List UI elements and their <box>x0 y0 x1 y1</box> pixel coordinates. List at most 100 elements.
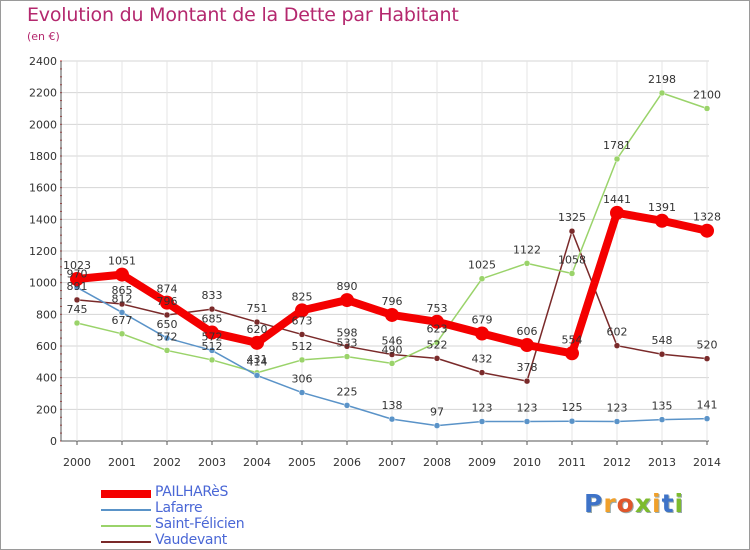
data-point <box>703 355 711 362</box>
data-point <box>118 300 126 308</box>
data-label: 548 <box>652 334 673 347</box>
data-label: 572 <box>157 330 178 343</box>
y-tick-label: 0 <box>50 435 57 448</box>
data-point <box>658 416 666 423</box>
y-tick-label: 2200 <box>29 87 57 100</box>
data-label: 598 <box>337 326 358 339</box>
data-point <box>295 303 309 318</box>
data-point <box>433 422 441 429</box>
data-point <box>658 350 666 358</box>
data-label: 1058 <box>558 253 586 266</box>
data-label: 123 <box>517 402 538 415</box>
data-point <box>520 338 534 353</box>
data-point <box>160 295 174 310</box>
x-tick-label: 2008 <box>423 456 451 469</box>
x-tick-label: 2004 <box>243 456 271 469</box>
data-label: 1051 <box>108 255 136 268</box>
data-point <box>613 342 621 349</box>
data-point <box>163 311 171 319</box>
data-label: 812 <box>112 292 133 305</box>
data-point <box>205 325 219 340</box>
data-label: 623 <box>427 322 448 335</box>
y-tick-label: 1800 <box>29 150 57 163</box>
x-tick-label: 2011 <box>558 456 586 469</box>
logo-letter: P <box>584 489 604 518</box>
x-tick-label: 2000 <box>63 456 91 469</box>
data-label: 891 <box>67 280 88 293</box>
logo-letter: r <box>603 489 617 518</box>
chart-title: Evolution du Montant de la Dette par Hab… <box>27 4 459 26</box>
data-label: 572 <box>202 330 223 343</box>
data-point <box>250 335 264 350</box>
data-point <box>298 389 306 396</box>
data-point <box>343 353 351 360</box>
data-label: 554 <box>562 333 583 346</box>
data-label: 546 <box>382 335 403 348</box>
data-label: 2198 <box>648 73 676 86</box>
data-point <box>478 369 486 376</box>
data-label: 890 <box>337 280 358 293</box>
legend-label: Lafarre <box>155 500 203 516</box>
x-tick-label: 2012 <box>603 456 631 469</box>
data-point <box>703 415 711 422</box>
legend-label: PAILHARèS <box>155 484 229 500</box>
data-point <box>610 205 624 220</box>
data-point <box>568 270 576 277</box>
data-label: 874 <box>157 283 178 296</box>
data-point <box>343 343 351 350</box>
data-point <box>478 418 486 425</box>
data-point <box>565 346 579 361</box>
data-label: 533 <box>337 337 358 350</box>
x-tick-label: 2009 <box>468 456 496 469</box>
data-label: 753 <box>427 302 448 315</box>
data-label: 679 <box>472 313 493 326</box>
data-label: 123 <box>607 402 628 415</box>
data-label: 685 <box>202 313 223 326</box>
data-point <box>388 415 396 423</box>
logo-letter: x <box>634 489 652 518</box>
data-label: 125 <box>562 401 583 414</box>
data-label: 123 <box>472 402 493 415</box>
data-label: 606 <box>517 325 538 338</box>
y-tick-label: 2000 <box>29 118 57 131</box>
data-label: 97 <box>430 406 444 419</box>
data-label: 1025 <box>468 259 496 272</box>
data-point <box>655 213 669 228</box>
data-point <box>478 275 486 282</box>
data-point <box>163 334 171 342</box>
x-tick-label: 2007 <box>378 456 406 469</box>
data-label: 677 <box>112 314 133 327</box>
data-label: 1122 <box>513 243 541 256</box>
data-point <box>118 309 126 316</box>
x-tick-label: 2014 <box>693 456 721 469</box>
data-label: 673 <box>292 314 313 327</box>
data-point <box>433 355 441 362</box>
data-point <box>118 330 126 338</box>
data-point <box>430 314 444 329</box>
data-label: 138 <box>382 399 403 412</box>
data-point <box>568 227 576 235</box>
data-label: 490 <box>382 343 403 356</box>
data-label: 2100 <box>693 89 721 102</box>
data-point <box>523 260 531 267</box>
legend-swatch <box>101 525 151 527</box>
data-point <box>700 223 714 238</box>
legend-swatch <box>101 490 151 498</box>
data-label: 650 <box>157 318 178 331</box>
data-point <box>70 272 84 287</box>
data-label: 306 <box>292 373 313 386</box>
data-label: 512 <box>292 340 313 353</box>
data-point <box>253 372 261 379</box>
data-point <box>208 347 216 354</box>
data-point <box>568 417 576 425</box>
data-point <box>475 326 489 341</box>
y-tick-label: 1200 <box>29 245 57 258</box>
data-point <box>523 377 531 385</box>
data-label: 620 <box>247 323 268 336</box>
y-tick-label: 600 <box>36 340 57 353</box>
data-label: 1441 <box>603 193 631 206</box>
logo-letter: i <box>652 489 662 518</box>
data-point <box>433 339 441 346</box>
